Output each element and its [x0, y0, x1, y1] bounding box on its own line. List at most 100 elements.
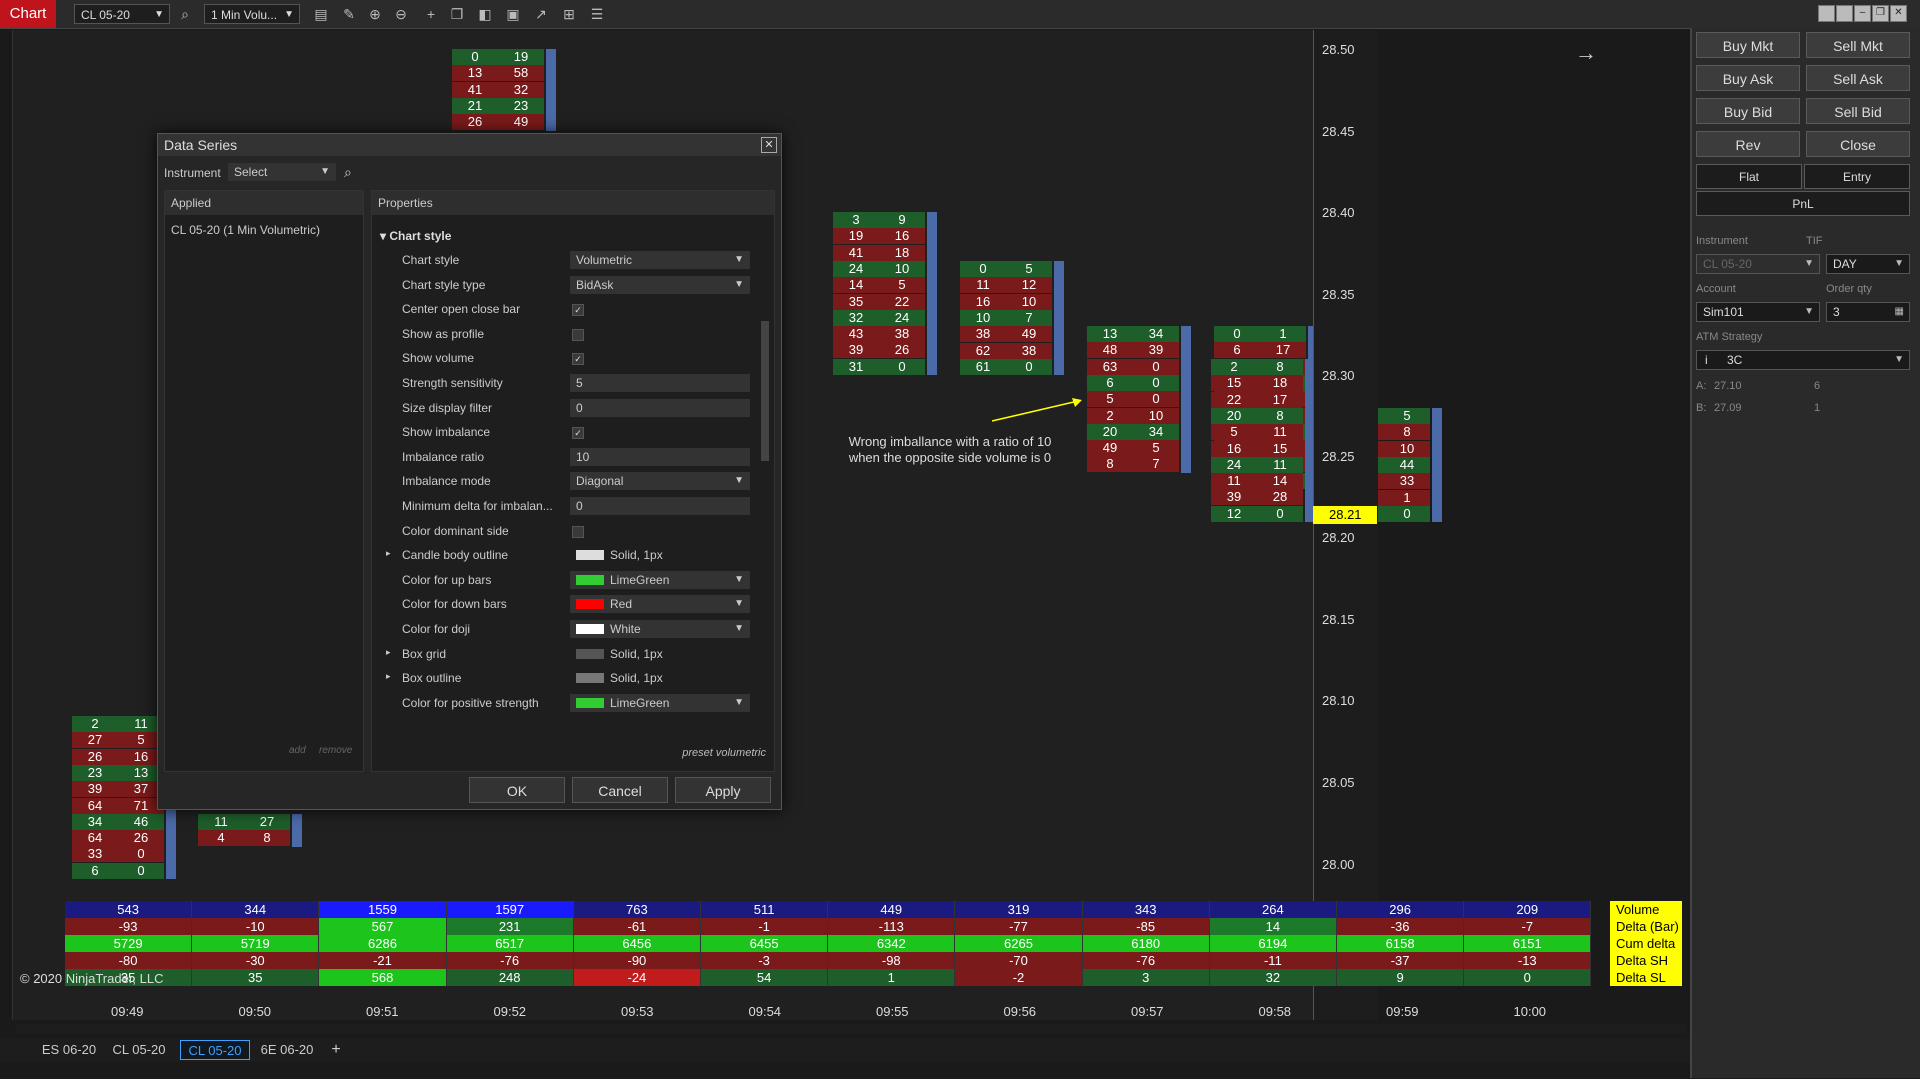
- bar-cell: 16: [1211, 440, 1257, 457]
- property-label: Color for up bars: [402, 572, 492, 587]
- summary-cell: -13: [1464, 952, 1592, 969]
- property-field[interactable]: White ▼: [570, 620, 750, 638]
- summary-cell: 0: [1464, 969, 1592, 986]
- property-field[interactable]: LimeGreen ▼: [570, 570, 750, 589]
- color-swatch: [576, 550, 604, 561]
- bar-cell: 38: [879, 326, 925, 343]
- section-chart-style[interactable]: ▾ Chart style: [380, 229, 452, 243]
- atm-strategy-select[interactable]: i 3C ▼: [1696, 350, 1910, 370]
- property-field[interactable]: 10: [570, 447, 750, 466]
- property-field[interactable]: Volumetric ▼: [570, 251, 750, 269]
- price-axis[interactable]: [1313, 30, 1378, 1020]
- bar-type-icon[interactable]: ▤: [314, 6, 328, 22]
- preset-link[interactable]: preset volumetric: [682, 747, 766, 759]
- property-checkbox[interactable]: ✓: [572, 427, 584, 440]
- instrument-field[interactable]: CL 05-20 ▼: [1696, 254, 1820, 274]
- chart-tab[interactable]: Chart: [0, 0, 56, 28]
- info-icon[interactable]: i: [1705, 353, 1708, 367]
- property-field[interactable]: 5: [570, 374, 750, 392]
- buy-ask-button[interactable]: Buy Ask: [1696, 65, 1800, 91]
- expand-icon[interactable]: ▸: [386, 646, 391, 657]
- property-checkbox[interactable]: [572, 525, 584, 538]
- draw-pencil-icon[interactable]: ✎: [343, 6, 355, 22]
- property-field[interactable]: BidAsk ▼: [570, 275, 750, 294]
- dialog-instrument-select[interactable]: Select ▼: [228, 163, 336, 181]
- copy-icon[interactable]: ❐: [450, 6, 464, 22]
- bar-cell: 49: [1006, 326, 1052, 343]
- tile-icon[interactable]: [1818, 5, 1835, 22]
- volume-profile: [1181, 326, 1191, 473]
- search-icon[interactable]: ⌕: [344, 164, 352, 180]
- property-field[interactable]: Solid, 1px: [570, 546, 750, 564]
- property-field[interactable]: Solid, 1px: [570, 645, 750, 663]
- bar-cell: 12: [1006, 277, 1052, 294]
- property-field[interactable]: 0: [570, 398, 750, 417]
- minimize-icon[interactable]: –: [1854, 5, 1871, 22]
- apply-button[interactable]: Apply: [675, 777, 771, 803]
- dialog-title-bar[interactable]: Data Series: [158, 134, 781, 156]
- property-checkbox[interactable]: ✓: [572, 353, 584, 366]
- add-tab-icon[interactable]: +: [331, 1041, 341, 1058]
- indicators-icon[interactable]: ↗: [535, 6, 547, 22]
- property-label: Box outline: [402, 671, 462, 686]
- property-value: 0: [576, 400, 583, 415]
- chart-trader-icon[interactable]: ◧: [478, 6, 492, 22]
- bar-cell: 46: [118, 813, 164, 830]
- restore-icon[interactable]: ❐: [1872, 5, 1889, 22]
- scroll-right-icon[interactable]: →: [1575, 40, 1597, 65]
- summary-cell: 231: [446, 918, 574, 935]
- tile-icon[interactable]: [1836, 5, 1853, 22]
- property-field[interactable]: 0: [570, 497, 750, 515]
- cancel-button[interactable]: Cancel: [572, 777, 668, 803]
- interval-select[interactable]: 1 Min Volu... ▼: [204, 4, 300, 24]
- chevron-down-icon: ▼: [1894, 258, 1904, 269]
- zoom-in-icon[interactable]: ⊕: [369, 6, 381, 22]
- crosshair-icon[interactable]: +: [426, 6, 436, 22]
- applied-item[interactable]: CL 05-20 (1 Min Volumetric): [171, 223, 320, 237]
- bar-cell: 35: [833, 293, 879, 310]
- property-field[interactable]: LimeGreen ▼: [570, 693, 750, 712]
- properties-scrollbar[interactable]: [761, 321, 769, 461]
- reverse-button[interactable]: Rev: [1696, 131, 1800, 157]
- tab-6e-06-20[interactable]: 6E 06-20: [260, 1042, 314, 1057]
- instrument-select-value: CL 05-20: [81, 8, 130, 22]
- bar-cell: 0: [1257, 505, 1303, 522]
- horizontal-scrollbar[interactable]: [16, 1024, 1686, 1034]
- properties-icon[interactable]: ▣: [506, 6, 520, 22]
- tab-cl-05-20-active[interactable]: CL 05-20: [180, 1040, 250, 1060]
- sell-mkt-button[interactable]: Sell Mkt: [1806, 32, 1910, 58]
- calculator-icon[interactable]: ▦: [1894, 306, 1904, 317]
- sell-bid-button[interactable]: Sell Bid: [1806, 98, 1910, 124]
- expand-icon[interactable]: ▸: [386, 548, 391, 559]
- property-value: BidAsk: [576, 277, 614, 292]
- search-icon[interactable]: ⌕: [181, 6, 189, 22]
- list-icon[interactable]: ☰: [590, 6, 604, 22]
- dialog-close-icon[interactable]: ✕: [761, 137, 777, 153]
- close-icon[interactable]: ✕: [1890, 5, 1907, 22]
- zoom-out-icon[interactable]: ⊖: [395, 6, 407, 22]
- order-qty-input[interactable]: 3 ▦: [1826, 302, 1910, 322]
- time-label: 09:52: [493, 1004, 527, 1019]
- property-field[interactable]: Diagonal ▼: [570, 472, 750, 491]
- property-checkbox[interactable]: [572, 328, 584, 341]
- buy-mkt-button[interactable]: Buy Mkt: [1696, 32, 1800, 58]
- sell-ask-button[interactable]: Sell Ask: [1806, 65, 1910, 91]
- property-field[interactable]: Red ▼: [570, 595, 750, 614]
- instrument-select[interactable]: CL 05-20 ▼: [74, 4, 170, 24]
- remove-link[interactable]: remove: [319, 745, 353, 756]
- tif-select[interactable]: DAY ▼: [1826, 254, 1910, 274]
- tab-es-06-20[interactable]: ES 06-20: [41, 1042, 97, 1057]
- tab-cl-05-20[interactable]: CL 05-20: [112, 1042, 166, 1057]
- bar-cell: 8: [1384, 424, 1430, 441]
- strategies-icon[interactable]: ⊞: [563, 6, 575, 22]
- account-select[interactable]: Sim101 ▼: [1696, 302, 1820, 322]
- close-position-button[interactable]: Close: [1806, 131, 1910, 157]
- summary-cell: 6194: [1209, 935, 1337, 952]
- property-field[interactable]: Solid, 1px: [570, 669, 750, 687]
- add-link[interactable]: add: [289, 745, 306, 756]
- bar-cell: 5: [1211, 424, 1257, 441]
- ok-button[interactable]: OK: [469, 777, 565, 803]
- buy-bid-button[interactable]: Buy Bid: [1696, 98, 1800, 124]
- property-checkbox[interactable]: ✓: [572, 304, 584, 317]
- expand-icon[interactable]: ▸: [386, 671, 391, 682]
